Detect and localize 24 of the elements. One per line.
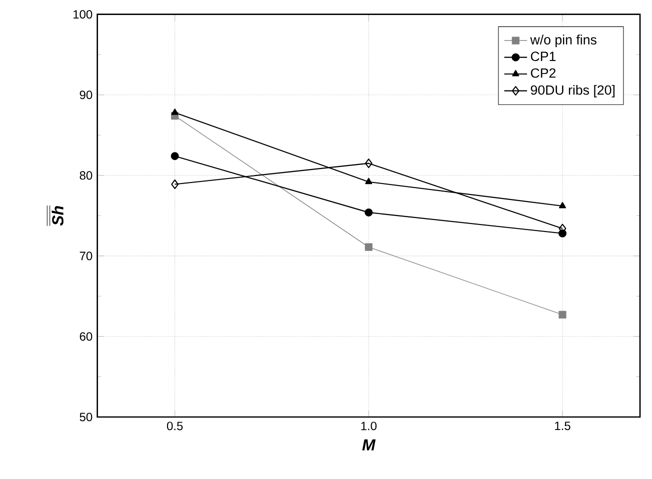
y-tick-label: 50 bbox=[80, 412, 92, 422]
point bbox=[558, 310, 566, 319]
point bbox=[365, 178, 372, 184]
point bbox=[170, 152, 179, 160]
point bbox=[364, 158, 372, 168]
y-tick-label: 70 bbox=[80, 252, 92, 260]
y-tick-label: 80 bbox=[80, 171, 92, 180]
point bbox=[364, 243, 372, 251]
point bbox=[171, 108, 178, 115]
point bbox=[171, 179, 179, 190]
legend-label: w/o pin fins bbox=[530, 34, 596, 48]
y-tick-label: 90 bbox=[80, 90, 92, 100]
legend-label: 90DU ribs [20] bbox=[530, 84, 614, 98]
legend-label: CP1 bbox=[530, 52, 556, 62]
y-tick-label: 100 bbox=[74, 10, 92, 19]
point bbox=[558, 202, 566, 208]
point bbox=[364, 208, 373, 216]
x-tick-label: 0.5 bbox=[166, 422, 183, 430]
x-tick-label: 1.0 bbox=[361, 422, 377, 430]
x-tick-label: 1.5 bbox=[555, 422, 570, 430]
legend-label: CP2 bbox=[530, 68, 556, 78]
y-axis-title: Sh bbox=[52, 206, 64, 226]
y-tick-label: 60 bbox=[80, 332, 92, 341]
x-axis-title: M bbox=[362, 439, 376, 450]
